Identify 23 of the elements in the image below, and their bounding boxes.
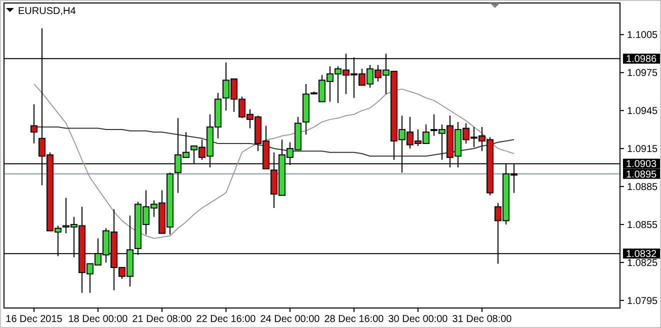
y-tick-label: 1.0945	[627, 106, 658, 118]
x-tick-label: 24 Dec 00:00	[260, 314, 320, 325]
x-tick-label: 30 Dec 00:00	[388, 314, 448, 325]
x-tick-label: 31 Dec 08:00	[452, 314, 512, 325]
chart-title: EURUSD,H4	[18, 6, 76, 17]
y-tick-label: 1.0825	[627, 258, 658, 269]
x-tick-label: 21 Dec 08:00	[132, 314, 192, 325]
x-tick-label: 28 Dec 16:00	[324, 314, 384, 325]
x-tick-label: 16 Dec 2015	[6, 314, 63, 325]
line-series	[34, 83, 514, 239]
x-tick-label: 18 Dec 00:00	[68, 314, 128, 325]
candlestick	[30, 104, 38, 144]
x-tick-label: 22 Dec 16:00	[196, 314, 256, 325]
ref-line-label: 1.0986	[626, 54, 658, 66]
y-tick-label: 1.0795	[627, 296, 658, 307]
y-tick-label: 1.0855	[627, 220, 658, 231]
ref-line-label: 1.0832	[626, 249, 658, 260]
ref-line-label: 1.0903	[626, 159, 658, 170]
y-tick-label: 1.0885	[627, 182, 658, 194]
y-tick-label: 1.0975	[627, 68, 658, 80]
y-tick-label: 1.0915	[627, 144, 658, 156]
y-tick-label: 1.1005	[627, 30, 658, 42]
ref-line-label: 1.0895	[626, 169, 658, 180]
